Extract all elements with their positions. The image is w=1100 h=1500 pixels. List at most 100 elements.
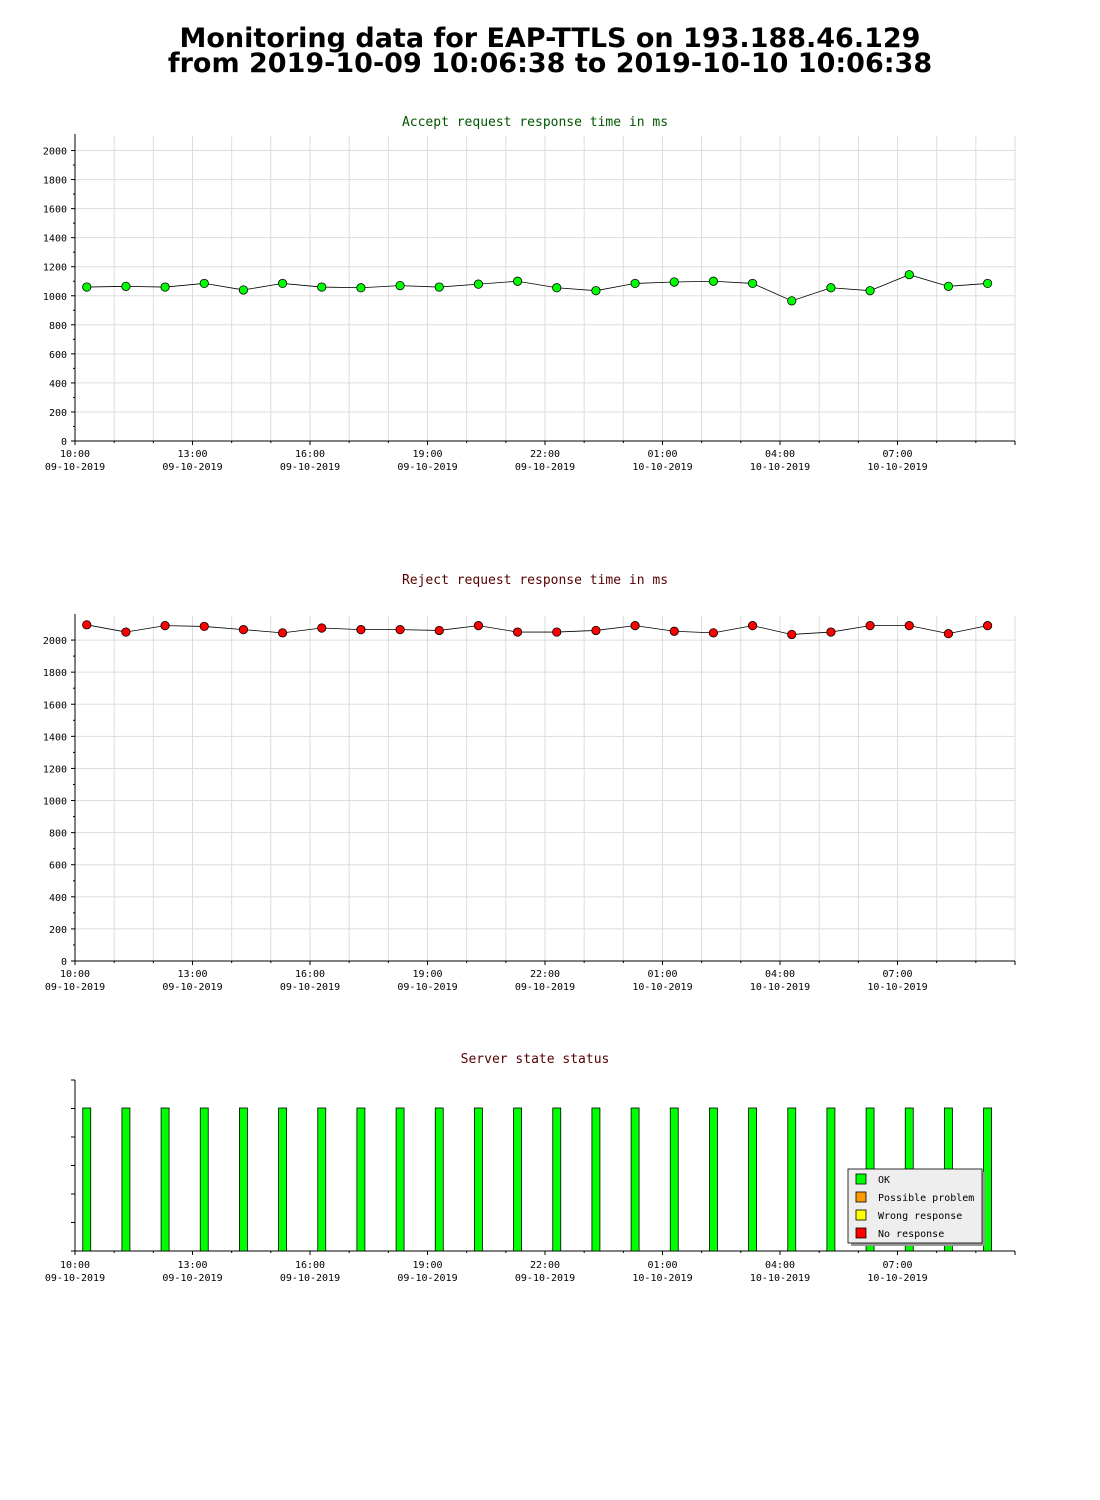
x-tick-time: 19:00 <box>412 1260 442 1271</box>
data-point <box>434 282 444 292</box>
status-bar <box>434 1107 444 1252</box>
reject-axes <box>71 614 1016 965</box>
data-point <box>591 286 601 296</box>
data-point <box>317 623 327 633</box>
data-point <box>787 629 797 640</box>
x-tick-time: 22:00 <box>530 969 560 980</box>
x-tick-time: 19:00 <box>412 449 442 460</box>
status-bar <box>82 1107 92 1252</box>
status-bar <box>709 1107 718 1252</box>
x-tick-time: 22:00 <box>530 449 560 460</box>
status-bar <box>630 1107 640 1252</box>
data-point <box>747 278 758 289</box>
status-bar <box>160 1107 170 1252</box>
y-tick-label: 0 <box>61 957 67 968</box>
legend-swatch <box>855 1173 867 1185</box>
x-tick-date: 09-10-2019 <box>515 462 575 473</box>
x-tick-time: 10:00 <box>60 969 90 980</box>
x-tick-date: 09-10-2019 <box>397 462 457 473</box>
data-point <box>826 283 836 293</box>
y-tick-label: 1000 <box>43 292 67 303</box>
status-bar <box>787 1107 797 1252</box>
reject-x-axis-labels: 10:00 09-10-2019 13:00 09-10-2019 16:00 09-10… <box>45 969 928 993</box>
data-point <box>982 278 993 289</box>
status-axes <box>71 1079 1016 1255</box>
data-point <box>199 278 209 289</box>
x-tick-date: 09-10-2019 <box>45 462 105 473</box>
data-point <box>904 270 914 280</box>
y-tick-label: 1400 <box>43 732 67 743</box>
x-tick-time: 01:00 <box>647 449 677 460</box>
x-tick-time: 10:00 <box>60 1260 90 1271</box>
accept-y-axis-labels: 0 200 400 600 800 1000 1200 1400 1600 1800 2000 <box>43 147 67 448</box>
data-point <box>904 621 914 631</box>
x-tick-time: 04:00 <box>765 969 795 980</box>
y-tick-label: 1200 <box>43 764 67 775</box>
y-tick-label: 200 <box>49 925 67 936</box>
reject-y-axis-labels: 0 200 400 600 800 1000 1200 1400 1600 1800 2000 <box>43 636 67 968</box>
x-tick-date: 10-10-2019 <box>867 462 927 473</box>
y-tick-label: 2000 <box>43 636 67 647</box>
data-point <box>238 285 249 295</box>
status-chart-title: Server state status <box>461 1052 610 1067</box>
x-tick-time: 16:00 <box>295 449 325 460</box>
data-point <box>865 621 875 631</box>
reject-response-chart: Reject request response time in ms 0 200 4… <box>43 573 1016 993</box>
y-tick-label: 1400 <box>43 234 67 245</box>
data-point <box>82 282 92 292</box>
status-bar <box>278 1107 287 1252</box>
x-tick-date: 09-10-2019 <box>45 1273 105 1284</box>
status-bars <box>82 1107 992 1252</box>
x-tick-time: 13:00 <box>177 1260 207 1271</box>
x-tick-date: 10-10-2019 <box>632 982 692 993</box>
data-point <box>121 281 131 291</box>
status-bar <box>748 1107 757 1252</box>
data-point <box>669 626 679 636</box>
y-tick-label: 2000 <box>43 147 67 158</box>
x-tick-time: 10:00 <box>60 449 90 460</box>
y-tick-label: 600 <box>49 861 67 872</box>
x-tick-time: 04:00 <box>765 449 795 460</box>
page-title: Monitoring data for EAP-TTLS on 193.188.… <box>0 23 1100 77</box>
data-point <box>552 283 562 293</box>
status-bar <box>826 1107 836 1252</box>
accept-chart-title: Accept request response time in ms <box>402 115 668 130</box>
data-point <box>160 282 170 292</box>
legend-label: OK <box>878 1175 890 1186</box>
status-bar <box>356 1107 366 1252</box>
data-point <box>630 621 640 631</box>
data-point <box>160 621 170 631</box>
y-tick-label: 1200 <box>43 263 67 274</box>
legend-label: Possible problem <box>878 1193 974 1204</box>
y-tick-label: 1600 <box>43 700 67 711</box>
x-tick-date: 09-10-2019 <box>280 1273 340 1284</box>
x-tick-time: 07:00 <box>882 449 912 460</box>
y-tick-label: 1600 <box>43 205 67 216</box>
legend-swatch <box>855 1191 867 1203</box>
data-point <box>434 625 444 636</box>
legend-swatch <box>855 1209 867 1221</box>
y-tick-label: 0 <box>61 437 67 448</box>
title-line-1: Monitoring data for EAP-TTLS on 193.188.… <box>179 23 921 54</box>
data-point <box>552 627 562 637</box>
data-point <box>473 621 484 631</box>
x-tick-time: 07:00 <box>882 1260 912 1271</box>
reject-series <box>82 620 993 640</box>
x-tick-date: 09-10-2019 <box>162 982 222 993</box>
data-point <box>395 280 405 291</box>
y-tick-label: 600 <box>49 350 67 361</box>
data-point <box>317 282 327 292</box>
status-x-axis-labels: 10:00 09-10-2019 13:00 09-10-2019 16:00 09-10… <box>45 1260 928 1284</box>
x-tick-date: 09-10-2019 <box>162 462 222 473</box>
data-point <box>356 625 366 635</box>
data-point <box>512 276 523 286</box>
x-tick-time: 19:00 <box>412 969 442 980</box>
data-point <box>356 283 366 293</box>
x-tick-date: 10-10-2019 <box>750 1273 810 1284</box>
status-bar <box>669 1107 679 1252</box>
data-point <box>395 625 405 635</box>
x-tick-date: 09-10-2019 <box>280 462 340 473</box>
x-tick-date: 09-10-2019 <box>515 1273 575 1284</box>
legend-label: No response <box>878 1229 944 1240</box>
